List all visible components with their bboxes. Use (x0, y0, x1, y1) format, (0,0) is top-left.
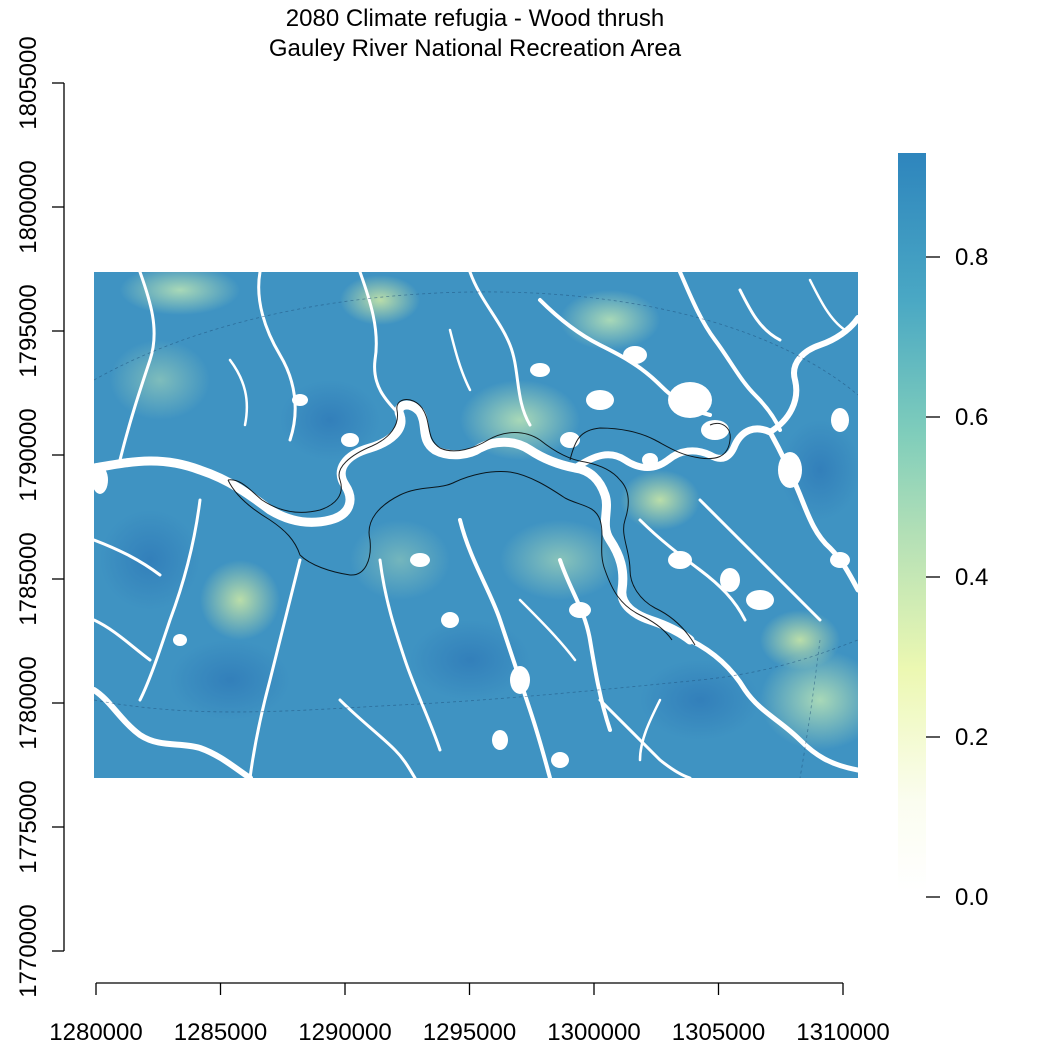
y-tick-label: 1770000 (15, 904, 42, 997)
x-tick-label: 1310000 (796, 1019, 889, 1046)
y-axis: 1770000 1775000 1780000 1785000 1790000 17950… (15, 36, 65, 998)
x-axis-ticks: 1280000 1285000 1290000 1295000 1300000 13050… (49, 983, 890, 1046)
legend-ticks: 0.8 0.6 0.4 0.2 0.0 (926, 244, 988, 911)
x-tick-label: 1295000 (423, 1019, 516, 1046)
map-title-line-1: 2080 Climate refugia - Wood thrush (286, 5, 664, 32)
county-lines (94, 291, 858, 778)
map-title-line-2: Gauley River National Recreation Area (269, 35, 682, 62)
x-tick-label: 1290000 (298, 1019, 391, 1046)
y-tick-label: 1805000 (15, 36, 42, 129)
x-tick-label: 1285000 (174, 1019, 267, 1046)
y-tick-label: 1795000 (15, 284, 42, 377)
low-value-patches (94, 346, 850, 768)
y-axis-ticks: 1770000 1775000 1780000 1785000 1790000 17950… (15, 36, 64, 998)
x-axis: 1280000 1285000 1290000 1295000 1300000 13050… (49, 982, 890, 1046)
park-boundary (227, 399, 731, 646)
x-tick-label: 1300000 (547, 1019, 640, 1046)
legend-color-bar (898, 153, 926, 891)
refugia-raster (94, 272, 858, 778)
x-tick-label: 1280000 (49, 1019, 142, 1046)
legend: 0.8 0.6 0.4 0.2 0.0 (898, 153, 988, 911)
stream-network (94, 272, 858, 778)
y-tick-label: 1785000 (15, 532, 42, 625)
legend-tick-label: 0.6 (955, 404, 988, 431)
y-tick-label: 1775000 (15, 780, 42, 873)
legend-tick-label: 0.2 (955, 724, 988, 751)
legend-tick-label: 0.4 (955, 564, 988, 591)
y-tick-label: 1800000 (15, 160, 42, 253)
y-tick-label: 1790000 (15, 408, 42, 501)
x-tick-label: 1305000 (672, 1019, 765, 1046)
y-tick-label: 1780000 (15, 656, 42, 749)
legend-tick-label: 0.0 (955, 884, 988, 911)
legend-tick-label: 0.8 (955, 244, 988, 271)
